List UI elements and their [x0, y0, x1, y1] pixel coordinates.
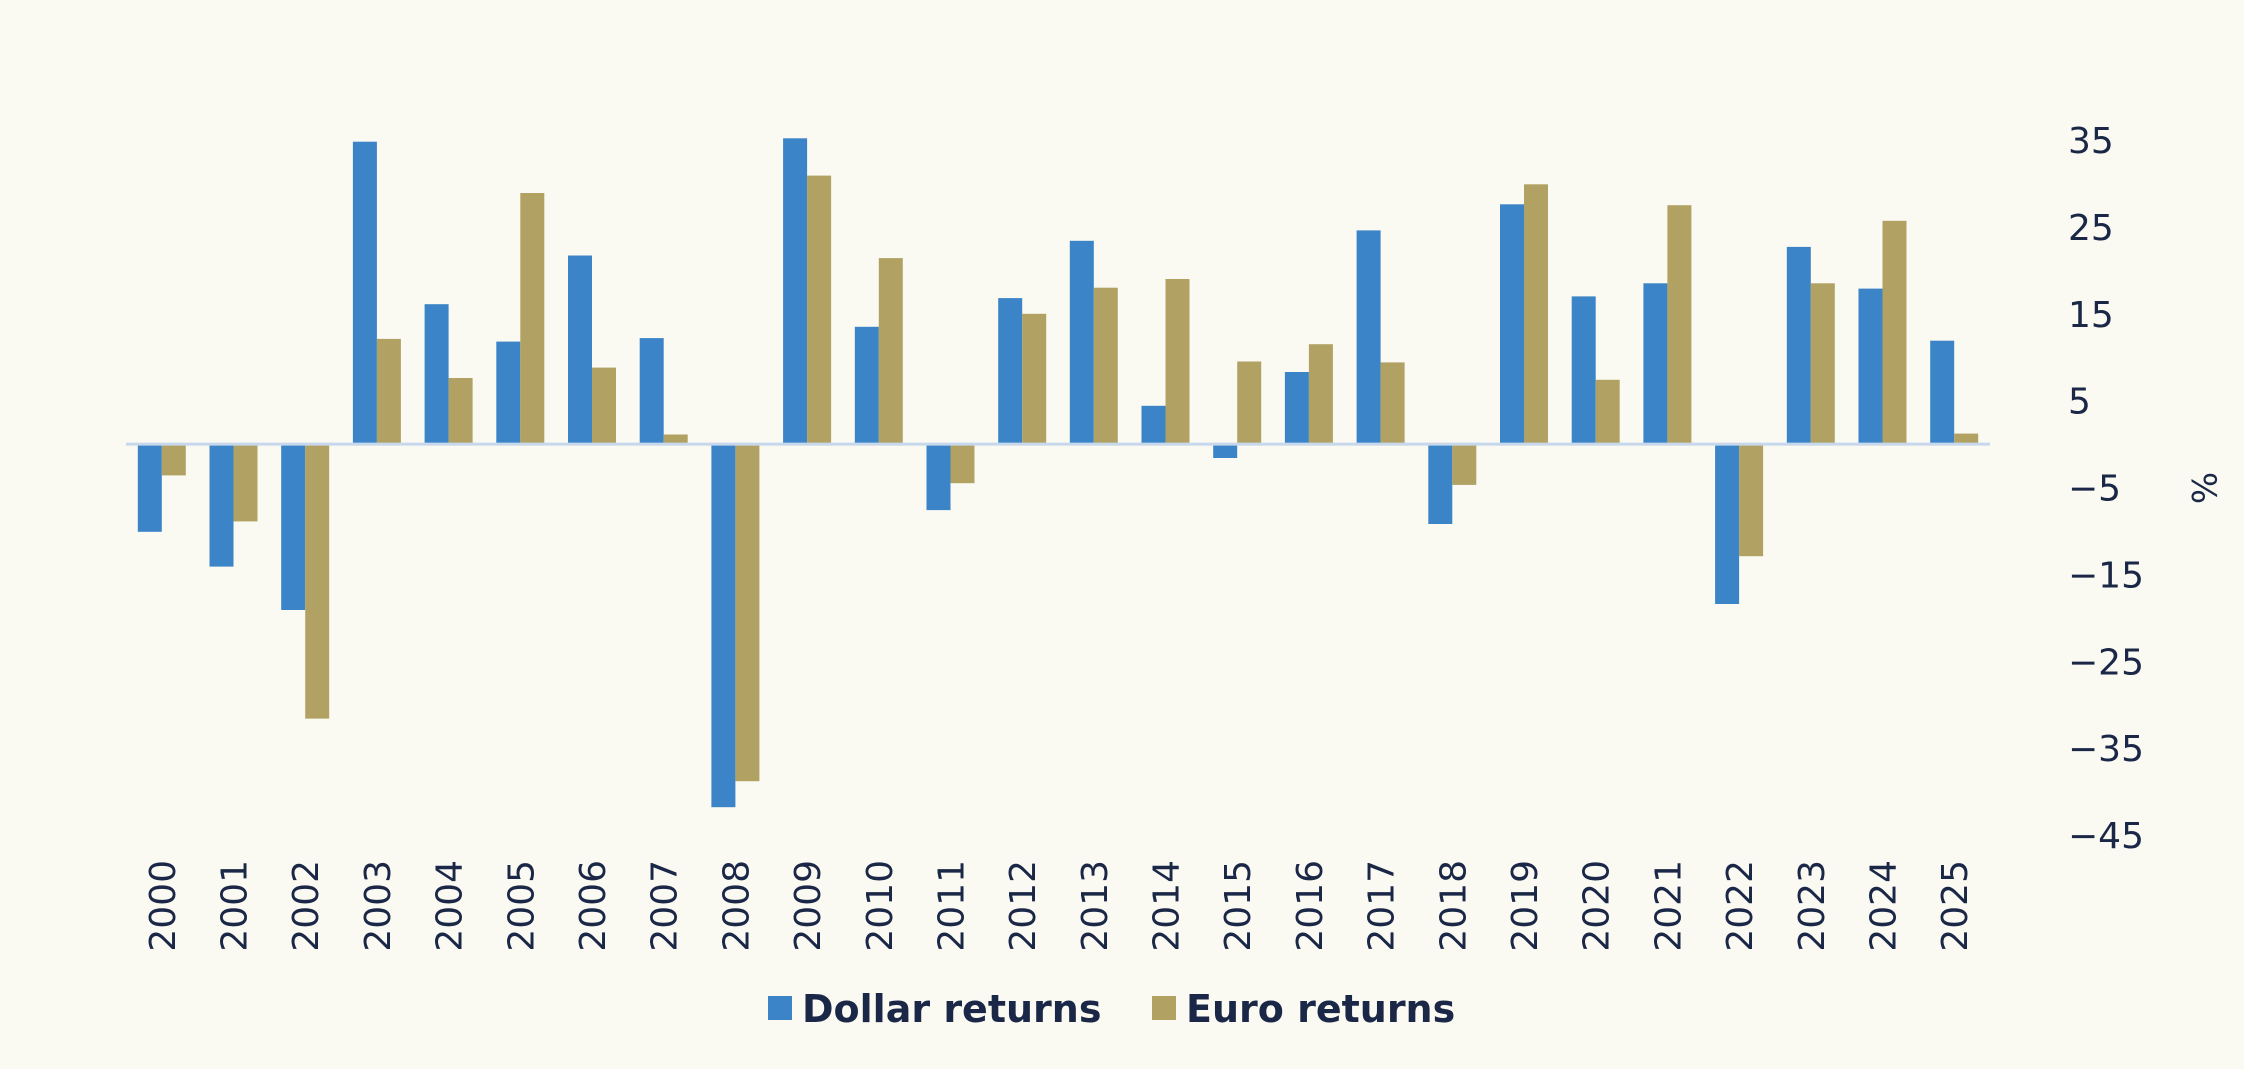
bar-dollar-2020: [1571, 296, 1596, 445]
bar-euro-2018: [1452, 444, 1477, 485]
bar-euro-2000: [161, 444, 186, 476]
x-tick-label: 2007: [645, 860, 686, 952]
bar-euro-2015: [1237, 361, 1262, 444]
x-tick-label: 2003: [358, 860, 399, 952]
bar-dollar-2015: [1213, 444, 1238, 458]
x-axis: 2000 2001 2002 2003 2004 2005 2006 2007 2008 2009…: [143, 860, 1976, 952]
bar-dollar-2005: [496, 341, 521, 445]
bar-euro-2006: [592, 367, 616, 444]
bar-dollar-2008: [711, 444, 736, 808]
bar-dollar-2019: [1500, 204, 1524, 445]
legend: Dollar returns Euro returns: [768, 987, 1455, 1031]
x-tick-label: 2002: [286, 860, 327, 952]
bar-euro-2023: [1810, 283, 1835, 444]
y-axis-unit-label: %: [2183, 472, 2223, 504]
y-tick-label: 25: [2068, 208, 2114, 249]
x-tick-label: 2018: [1433, 860, 1474, 952]
bar-dollar-2018: [1428, 444, 1453, 524]
bar-euro-2016: [1308, 344, 1333, 445]
x-tick-label: 2005: [501, 860, 542, 952]
bar-dollar-2010: [854, 326, 879, 445]
legend-swatch-euro: [1152, 996, 1176, 1020]
legend-label-dollar: Dollar returns: [802, 987, 1101, 1031]
bar-euro-2012: [1022, 313, 1047, 445]
y-tick-label: −15: [2068, 555, 2144, 596]
y-tick-label: −35: [2068, 729, 2144, 770]
bar-dollar-2013: [1069, 240, 1094, 445]
bar-dollar-2016: [1284, 372, 1309, 445]
x-tick-label: 2021: [1648, 860, 1689, 952]
x-tick-label: 2013: [1075, 860, 1116, 952]
x-tick-label: 2001: [215, 860, 256, 952]
bar-euro-2022: [1739, 444, 1764, 557]
bars-group: [137, 138, 1979, 808]
y-tick-label: 5: [2068, 382, 2091, 423]
bar-euro-2024: [1882, 220, 1907, 445]
x-tick-label: 2004: [430, 860, 471, 952]
x-tick-label: 2000: [143, 860, 184, 952]
bar-dollar-2023: [1786, 246, 1811, 445]
bar-dollar-2007: [639, 338, 664, 445]
x-tick-label: 2014: [1147, 860, 1188, 952]
bar-dollar-2002: [281, 444, 306, 610]
x-tick-label: 2011: [932, 860, 973, 952]
x-tick-label: 2022: [1720, 860, 1761, 952]
bar-euro-2001: [233, 444, 258, 522]
x-tick-label: 2025: [1935, 860, 1976, 952]
bar-dollar-2009: [783, 138, 808, 445]
bar-euro-2011: [950, 444, 975, 484]
bar-euro-2009: [807, 175, 832, 444]
bar-dollar-2011: [926, 444, 951, 511]
x-tick-label: 2019: [1505, 860, 1546, 952]
bar-euro-2010: [878, 258, 903, 444]
bar-euro-2017: [1380, 362, 1405, 445]
y-tick-label: 15: [2068, 295, 2114, 336]
x-tick-label: 2024: [1864, 860, 1905, 952]
bar-euro-2014: [1165, 279, 1190, 445]
x-tick-label: 2006: [573, 860, 614, 952]
bar-euro-2019: [1524, 184, 1548, 445]
x-tick-label: 2015: [1218, 860, 1259, 952]
bar-euro-2013: [1093, 287, 1118, 445]
legend-swatch-dollar: [768, 996, 792, 1020]
bar-dollar-2004: [424, 304, 449, 445]
x-tick-label: 2016: [1290, 860, 1331, 952]
x-tick-label: 2010: [860, 860, 901, 952]
bar-euro-2008: [735, 444, 760, 782]
bar-dollar-2006: [568, 255, 592, 444]
x-tick-label: 2012: [1003, 860, 1044, 952]
bar-dollar-2014: [1141, 405, 1166, 444]
bar-dollar-2003: [352, 141, 377, 444]
x-tick-label: 2020: [1577, 860, 1618, 952]
y-tick-label: 35: [2068, 121, 2114, 162]
bar-dollar-2022: [1715, 444, 1740, 604]
x-tick-label: 2009: [788, 860, 829, 952]
bar-euro-2002: [305, 444, 330, 719]
y-axis: 35 25 15 5 −5 −15 −25 −35 −45: [2068, 121, 2144, 857]
y-tick-label: −5: [2068, 469, 2121, 510]
bar-euro-2020: [1595, 379, 1620, 445]
y-tick-label: −25: [2068, 642, 2144, 683]
bar-dollar-2024: [1858, 288, 1883, 445]
bar-euro-2021: [1667, 205, 1692, 445]
bar-euro-2007: [663, 434, 688, 445]
bar-dollar-2017: [1356, 230, 1381, 445]
y-tick-label: −45: [2068, 816, 2144, 857]
bar-euro-2005: [520, 193, 545, 445]
x-tick-label: 2017: [1362, 860, 1403, 952]
bar-euro-2003: [376, 338, 401, 444]
legend-label-euro: Euro returns: [1186, 987, 1455, 1031]
bar-dollar-2021: [1643, 283, 1668, 444]
x-tick-label: 2008: [716, 860, 757, 952]
bar-dollar-2001: [209, 444, 234, 567]
bar-dollar-2000: [137, 444, 162, 532]
bar-dollar-2012: [998, 298, 1023, 444]
bar-euro-2025: [1954, 433, 1979, 444]
x-tick-label: 2023: [1792, 860, 1833, 952]
bar-dollar-2025: [1930, 340, 1955, 445]
bar-euro-2004: [448, 378, 473, 444]
